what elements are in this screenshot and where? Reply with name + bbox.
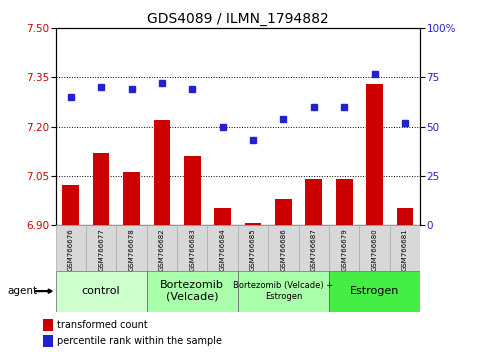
Bar bbox=[245, 223, 261, 225]
Text: transformed count: transformed count bbox=[57, 320, 148, 330]
Bar bbox=[43, 319, 53, 331]
Text: GSM766685: GSM766685 bbox=[250, 228, 256, 271]
Bar bbox=[305, 179, 322, 225]
Text: percentile rank within the sample: percentile rank within the sample bbox=[57, 336, 222, 346]
Bar bbox=[366, 84, 383, 225]
Bar bbox=[56, 271, 147, 312]
Bar bbox=[268, 225, 298, 271]
Bar bbox=[116, 225, 147, 271]
Text: control: control bbox=[82, 286, 120, 296]
Text: GSM766683: GSM766683 bbox=[189, 228, 195, 271]
Bar bbox=[275, 199, 292, 225]
Bar bbox=[208, 225, 238, 271]
Bar bbox=[329, 271, 420, 312]
Text: GSM766680: GSM766680 bbox=[371, 228, 378, 271]
Bar bbox=[184, 156, 200, 225]
Bar bbox=[147, 271, 238, 312]
Text: GSM766687: GSM766687 bbox=[311, 228, 317, 271]
Bar bbox=[147, 225, 177, 271]
Text: GSM766682: GSM766682 bbox=[159, 228, 165, 271]
Bar bbox=[154, 120, 170, 225]
Bar bbox=[390, 225, 420, 271]
Bar bbox=[359, 225, 390, 271]
Bar bbox=[397, 209, 413, 225]
Text: Estrogen: Estrogen bbox=[350, 286, 399, 296]
Title: GDS4089 / ILMN_1794882: GDS4089 / ILMN_1794882 bbox=[147, 12, 329, 26]
Bar bbox=[336, 179, 353, 225]
Text: GSM766676: GSM766676 bbox=[68, 228, 74, 271]
Text: GSM766677: GSM766677 bbox=[98, 228, 104, 271]
Bar bbox=[123, 172, 140, 225]
Text: GSM766678: GSM766678 bbox=[128, 228, 135, 271]
Text: GSM766684: GSM766684 bbox=[220, 228, 226, 271]
Bar bbox=[43, 335, 53, 347]
Text: GSM766686: GSM766686 bbox=[281, 228, 286, 271]
Bar bbox=[177, 225, 208, 271]
Bar bbox=[86, 225, 116, 271]
Bar bbox=[298, 225, 329, 271]
Text: GSM766679: GSM766679 bbox=[341, 228, 347, 271]
Bar bbox=[238, 271, 329, 312]
Bar bbox=[93, 153, 110, 225]
Text: Bortezomib
(Velcade): Bortezomib (Velcade) bbox=[160, 280, 224, 302]
Text: Bortezomib (Velcade) +
Estrogen: Bortezomib (Velcade) + Estrogen bbox=[233, 281, 334, 301]
Bar bbox=[238, 225, 268, 271]
Text: GSM766681: GSM766681 bbox=[402, 228, 408, 271]
Bar bbox=[214, 209, 231, 225]
Bar bbox=[329, 225, 359, 271]
Bar bbox=[62, 185, 79, 225]
Text: agent: agent bbox=[7, 286, 37, 296]
Bar bbox=[56, 225, 86, 271]
